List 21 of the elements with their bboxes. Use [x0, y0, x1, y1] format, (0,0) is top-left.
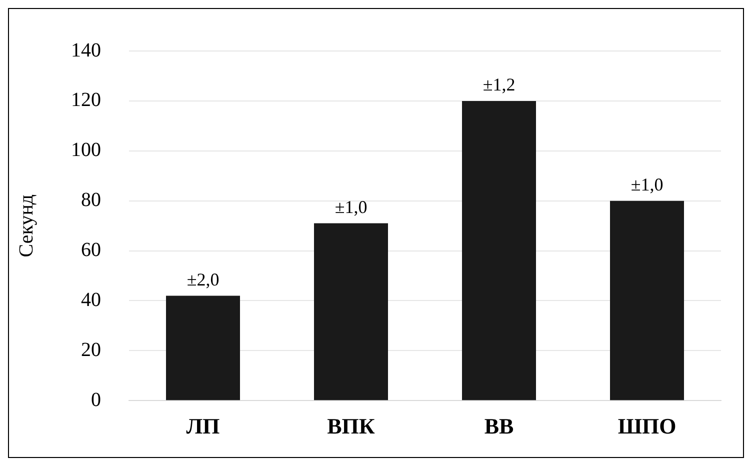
- annotation: ±1,2: [482, 74, 516, 95]
- bar: [166, 296, 240, 400]
- y-tick-label: 20: [81, 338, 101, 361]
- bar: [610, 200, 684, 400]
- y-tick-label: 100: [71, 139, 101, 162]
- bar: [462, 100, 536, 400]
- x-tick-label: ШПО: [618, 413, 676, 438]
- bar: [314, 223, 388, 400]
- annotation: ±2,0: [186, 269, 220, 290]
- y-tick-label: 120: [71, 89, 101, 112]
- y-tick-label: 60: [81, 239, 101, 262]
- y-axis-title: Секунд: [15, 194, 38, 258]
- annotation: ±1,0: [630, 174, 664, 195]
- y-tick-label: 80: [81, 189, 101, 212]
- annotation: ±1,0: [334, 197, 368, 218]
- y-tick-label: 140: [71, 39, 101, 62]
- y-tick-label: 0: [91, 388, 101, 411]
- x-tick-label: ЛП: [186, 413, 220, 438]
- x-tick-label: ВПК: [327, 413, 375, 438]
- y-tick-label: 40: [81, 288, 101, 311]
- x-tick-label: ВВ: [484, 413, 514, 438]
